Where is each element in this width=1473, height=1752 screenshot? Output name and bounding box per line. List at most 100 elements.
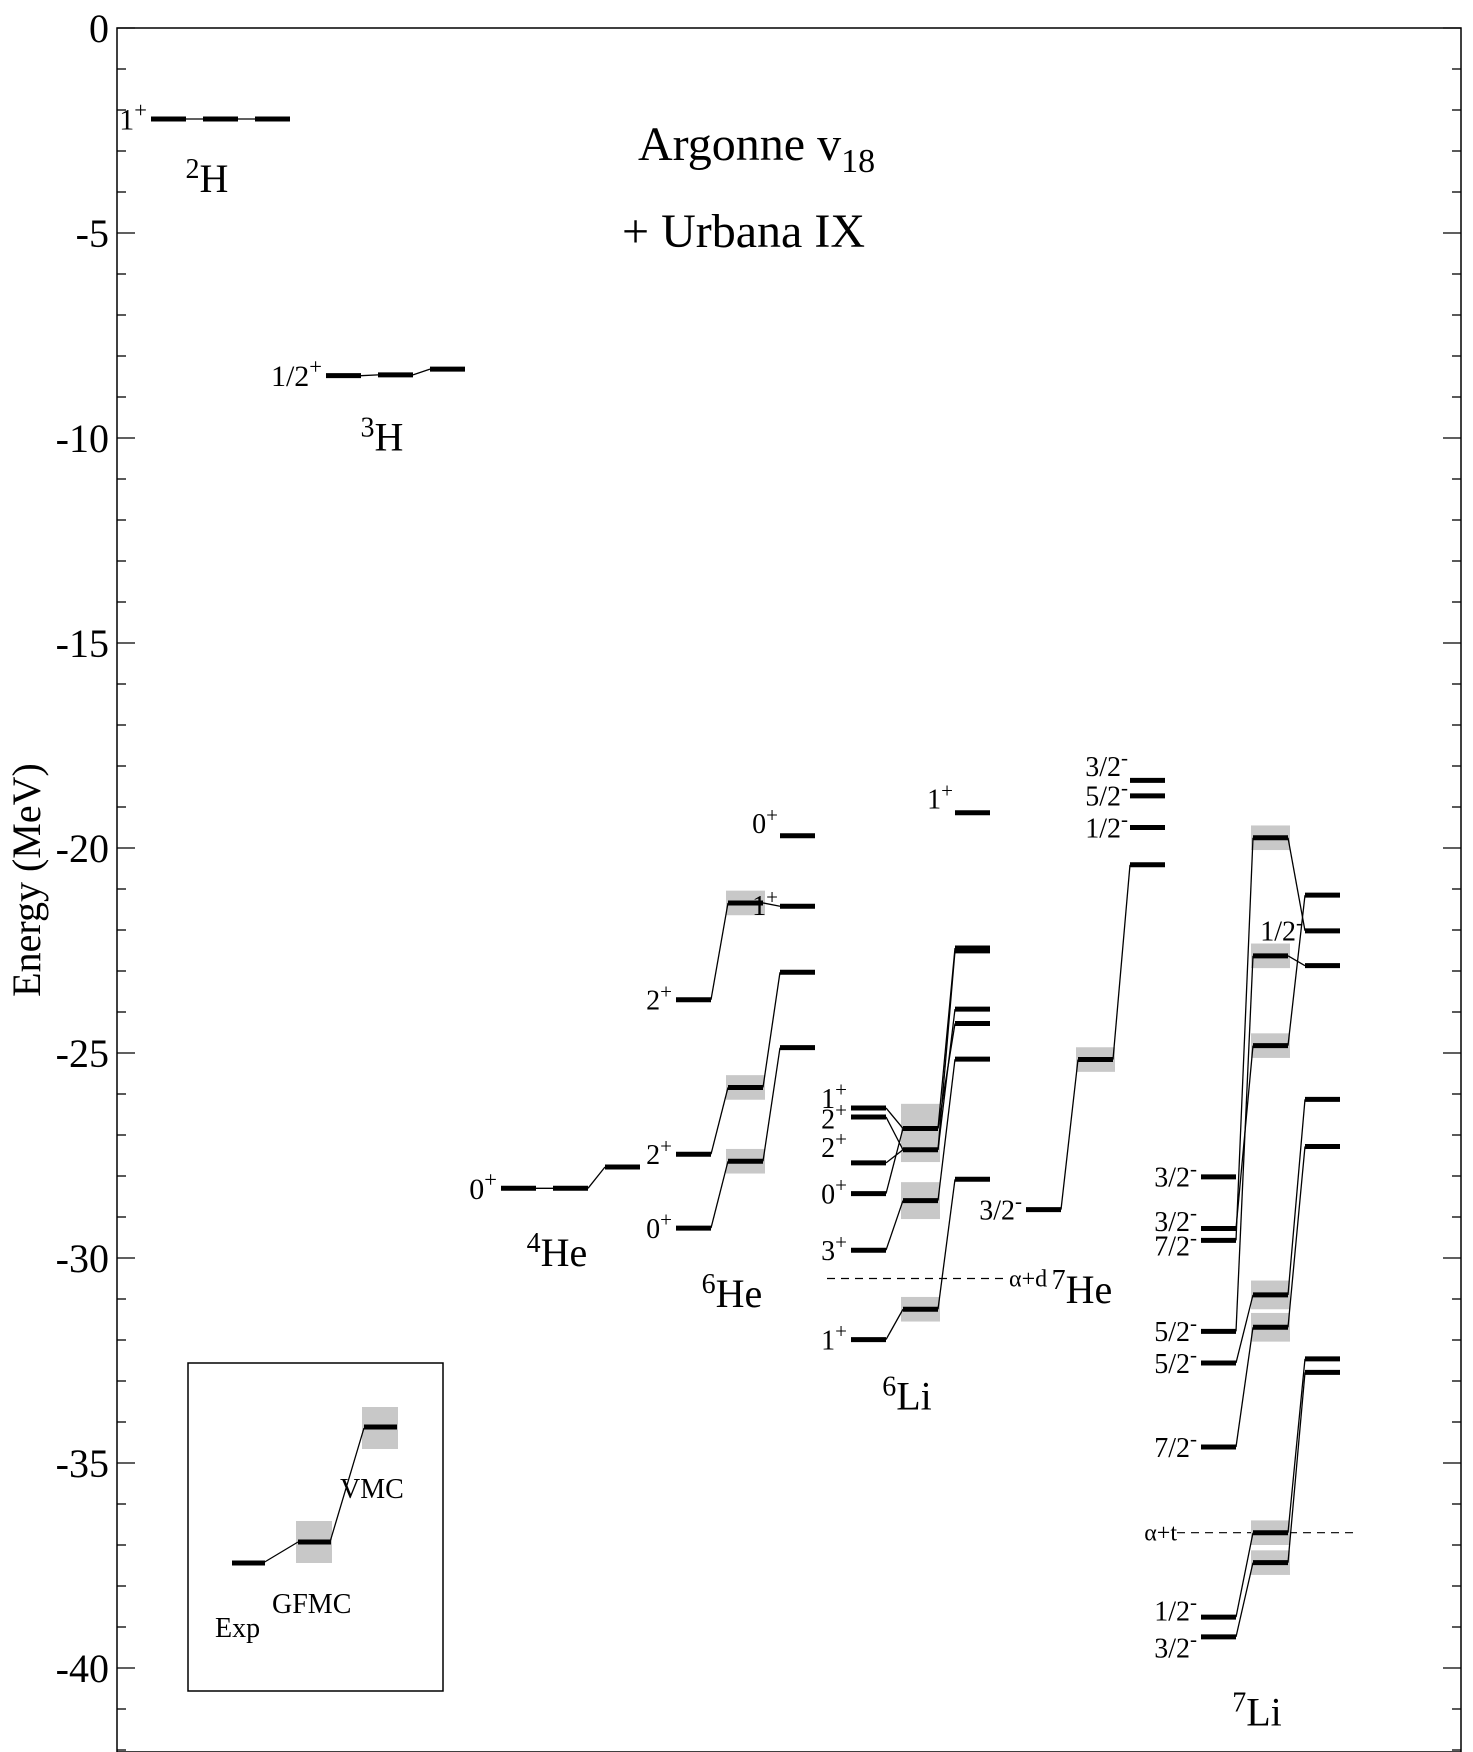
nucleus-6He-vmc-spin-label-parity: + (766, 885, 778, 909)
nucleus-7Li-link-exp-gfmc (1235, 1045, 1254, 1229)
nucleus-6Li-exp-spin-label: 2+ (821, 1127, 847, 1164)
y-tick-label: -20 (56, 826, 109, 871)
nucleus-7Li-link-exp-gfmc (1235, 1327, 1254, 1448)
nucleus-6He-exp-spin-label-parity: + (660, 979, 672, 1003)
nucleus-6Li-link-gfmc-vmc (937, 1179, 956, 1310)
nucleus-7He-vmc-spin-label-parity: - (1121, 807, 1128, 831)
y-axis-label: Energy (MeV) (4, 763, 49, 997)
nucleus-7Li-exp-spin-label: 5/2- (1154, 1311, 1197, 1348)
nucleus-7He-exp-spin-label-j: 3/2 (979, 1195, 1015, 1226)
nucleus-7Li-exp-spin-label: 5/2- (1154, 1343, 1197, 1380)
nucleus-6Li-exp-spin-label: 2+ (821, 1098, 847, 1135)
nucleus-6Li-label-symbol: Li (896, 1374, 932, 1419)
y-tick-label: -30 (56, 1236, 109, 1281)
nucleus-6He-link-exp-gfmc (710, 902, 729, 1000)
axes-layer: 0 -5 -10 -15 -20 -25 -30 -35 - 4 0 (56, 6, 1462, 1752)
nucleus-4He-label: 4He (527, 1228, 588, 1275)
nucleus-6He-label-mass: 6 (702, 1269, 716, 1300)
nucleus-7He-vmc-spin-label: 3/2- (1085, 746, 1128, 783)
y-tick-label: -5 (76, 211, 109, 256)
nucleus-6Li-exp-spin-label: 1+ (821, 1078, 847, 1115)
legend-exp-label: Exp (215, 1613, 260, 1644)
nucleus-7Li-exp-spin-label-parity: - (1190, 1343, 1197, 1367)
nucleus-6He-label: 6He (702, 1269, 763, 1316)
nucleus-6Li-exp-spin-label-j: 2 (821, 1133, 835, 1164)
nucleus-6He-exp-spin-label-j: 0 (646, 1214, 660, 1245)
threshold-layer: α+d α+t (827, 1267, 1357, 1547)
nucleus-6He-vmc-spin-label: 0+ (752, 803, 778, 840)
nucleus-6Li-exp-spin-label: 3+ (821, 1230, 847, 1267)
nucleus-6Li-link-exp-gfmc (885, 1308, 904, 1340)
nucleus-6Li-threshold-label: α+d (1009, 1267, 1047, 1293)
nucleus-7He-vmc-spin-label-j: 5/2 (1085, 782, 1121, 813)
nucleus-6He-link-exp-gfmc (710, 1087, 729, 1155)
nucleus-7Li-exp-spin-label-parity: - (1190, 1201, 1197, 1225)
nucleus-7Li-exp-spin-label: 3/2- (1154, 1156, 1197, 1193)
nucleus-7Li-link-gfmc-vmc (1287, 895, 1306, 1046)
nucleus-6He-link-exp-gfmc (710, 1161, 729, 1229)
nucleus-7He-label-mass: 7 (1052, 1265, 1066, 1296)
legend-link-gfmc-vmc (329, 1427, 365, 1543)
nucleus-2H-spin-label-j: 1 (119, 104, 134, 137)
legend-inset: Exp GFMC VMC (187, 1362, 444, 1692)
nucleus-7Li-exp-spin-label: 1/2- (1154, 1590, 1197, 1627)
nucleus-6Li-link-gfmc-vmc (937, 1009, 956, 1150)
nucleus-2H-label-symbol: H (200, 156, 229, 201)
nucleus-3H-spin-label: 1/2+ (271, 354, 322, 393)
nucleus-3H-label-symbol: H (375, 414, 404, 459)
nucleus-7Li-exp-spin-label-j: 3/2 (1154, 1207, 1190, 1238)
nucleus-6He-link-gfmc-vmc (762, 902, 781, 907)
nucleus-2H-spin-label: 1+ (119, 98, 147, 137)
nucleus-6He-vmc-spin-label-j: 0 (752, 809, 766, 840)
nucleus-7Li-link-exp-gfmc (1235, 1562, 1254, 1637)
chart-title: Argonne v18 + Urbana IX (622, 118, 875, 258)
nucleus-4He-link-gfmc-vmc (587, 1166, 606, 1189)
nucleus-6Li-label-mass: 6 (882, 1372, 896, 1403)
nucleus-7He-link-gfmc-vmc (1112, 864, 1131, 1060)
nucleus-7Li-exp-spin-label-j: 3/2 (1154, 1633, 1190, 1664)
nucleus-7He-vmc-spin-label: 5/2- (1085, 776, 1128, 813)
plot-frame (116, 27, 1462, 1752)
nucleus-6Li-exp-spin-label-parity: + (835, 1078, 847, 1102)
nucleus-7Li-link-exp-gfmc (1235, 837, 1254, 1241)
nucleus-4He-spin-label: 0+ (469, 1167, 497, 1206)
nucleus-7Li-label-mass: 7 (1232, 1687, 1246, 1718)
nucleus-7Li-exp-spin-label: 7/2- (1154, 1427, 1197, 1464)
nucleus-6He-vmc-spin-label: 1+ (752, 885, 778, 922)
y-tick-label: -35 (56, 1441, 109, 1486)
nucleus-6Li-exp-spin-label-j: 1 (821, 1325, 835, 1356)
nucleus-7He-vmc-spin-label: 1/2- (1085, 807, 1128, 844)
nucleus-7Li-link-gfmc-vmc (1287, 955, 1306, 967)
nucleus-7Li-threshold-label: α+t (1144, 1521, 1177, 1547)
nucleus-7He-vmc-spin-label-j: 1/2 (1085, 813, 1121, 844)
nucleus-7Li-label-symbol: Li (1246, 1689, 1282, 1734)
nucleus-4He-label-mass: 4 (527, 1228, 541, 1259)
nucleus-6Li-vmc-spin-label-j: 1 (927, 785, 941, 816)
y-tick-label: -25 (56, 1031, 109, 1076)
y-tick-label: -15 (56, 621, 109, 666)
nucleus-7Li-exp-spin-label-j: 3/2 (1154, 1163, 1190, 1194)
nucleus-6He-link-gfmc-vmc (762, 972, 781, 1088)
nucleus-6Li-link-exp-gfmc (885, 1107, 904, 1129)
nucleus-7Li-exp-spin-label: 3/2- (1154, 1627, 1197, 1664)
nucleus-6Li-link-gfmc-vmc (937, 947, 956, 1129)
nucleus-7Li-exp-spin-label-parity: - (1190, 1590, 1197, 1614)
nucleus-6He-exp-spin-label-j: 2 (646, 1140, 660, 1171)
nucleus-7Li-exp-spin-label-j: 1/2 (1154, 1596, 1190, 1627)
title-subscript: 18 (841, 143, 875, 180)
legend-link-exp-gfmc (262, 1541, 299, 1564)
nucleus-7Li-exp-spin-label-parity: - (1190, 1225, 1197, 1249)
nucleus-4He-label-symbol: He (541, 1230, 588, 1275)
nucleus-6Li-link-exp-gfmc (885, 1128, 904, 1194)
nucleus-7Li-link-gfmc-vmc (1287, 1372, 1306, 1563)
nucleus-6He-exp-spin-label: 2+ (646, 1134, 672, 1171)
y-tick-label: -10 (56, 416, 109, 461)
nucleus-6He-vmc-spin-label-parity: + (766, 803, 778, 827)
nucleus-7Li-exp-spin-label-parity: - (1190, 1627, 1197, 1651)
nucleus-7Li-exp-spin-label-parity: - (1190, 1427, 1197, 1451)
nucleus-7Li-vmc-spin-label-parity: - (1296, 910, 1303, 934)
label-layer: 2H1+3H1/2+4He0+6He0+2+2+1+0+6Li1+3+0+2+2… (119, 98, 1303, 1735)
nucleus-3H-label-mass: 3 (361, 412, 375, 443)
nucleus-6Li-exp-spin-label-parity: + (835, 1230, 847, 1254)
